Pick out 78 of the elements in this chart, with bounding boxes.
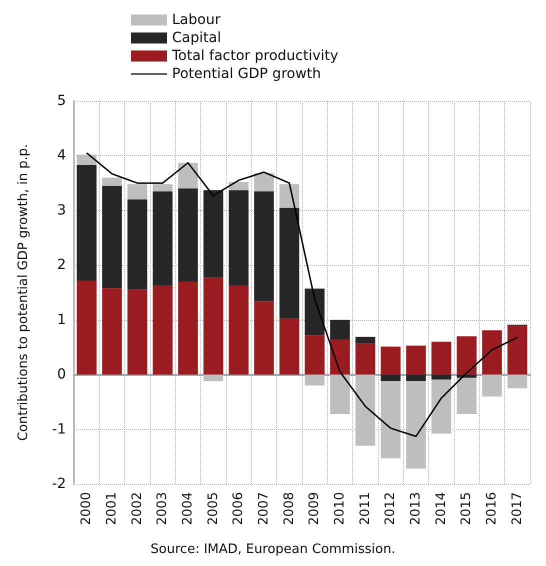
- x-tick-label: 2008: [282, 492, 297, 526]
- bar: [203, 190, 224, 278]
- line-series: [86, 152, 518, 438]
- bar: [279, 318, 300, 375]
- bar: [254, 301, 274, 375]
- x-tick-label: 2011: [358, 492, 373, 526]
- bar: [102, 186, 122, 288]
- x-tick-label: 2004: [180, 492, 196, 526]
- x-tick-label: 2016: [484, 492, 500, 526]
- bar: [330, 320, 350, 340]
- bar: [507, 374, 528, 388]
- x-tick-label: 2005: [206, 492, 221, 526]
- bar: [102, 178, 122, 186]
- bar: [304, 288, 325, 336]
- bar: [355, 343, 376, 375]
- bar: [330, 374, 350, 414]
- bar: [76, 280, 97, 375]
- bar: [406, 374, 426, 382]
- bar: [127, 290, 148, 375]
- bar: [482, 330, 502, 375]
- bar: [127, 184, 148, 200]
- bar: [228, 286, 249, 375]
- bar: [304, 374, 325, 386]
- bar: [304, 335, 325, 375]
- bar: [228, 190, 249, 286]
- x-tick-label: 2009: [307, 492, 322, 526]
- x-tick-label: 2003: [155, 492, 170, 526]
- y-tick-label: 5: [57, 93, 66, 109]
- bar: [178, 162, 198, 189]
- legend-label: Potential GDP growth: [172, 66, 322, 82]
- x-tick-label: 2010: [332, 492, 348, 526]
- legend-label: Labour: [172, 12, 221, 28]
- bar: [76, 165, 97, 280]
- y-tick-label: 2: [57, 257, 66, 274]
- bar: [152, 286, 173, 375]
- y-tick-label: 4: [57, 148, 66, 164]
- x-tick-label: 2012: [383, 492, 398, 526]
- bar: [482, 374, 502, 396]
- y-tick-label: -1: [52, 421, 66, 438]
- bar: [102, 288, 122, 375]
- bar: [330, 340, 350, 375]
- bar: [279, 184, 300, 208]
- bar: [406, 346, 426, 375]
- bar: [380, 374, 401, 382]
- bar: [178, 188, 198, 282]
- bar: [178, 282, 198, 375]
- x-tick-label: 2000: [79, 492, 94, 526]
- bar: [380, 346, 401, 375]
- legend-label: Total factor productivity: [171, 48, 338, 64]
- bar: [152, 191, 173, 286]
- bar: [431, 374, 452, 380]
- y-tick-label: 3: [57, 202, 66, 218]
- bar: [254, 191, 274, 302]
- x-tick-label: 2007: [256, 492, 272, 526]
- bar: [456, 378, 477, 414]
- x-tick-label: 2015: [459, 492, 474, 526]
- y-tick-label: 0: [57, 366, 66, 383]
- bar: [355, 336, 376, 344]
- x-tick-label: 2013: [408, 492, 424, 526]
- bar: [152, 184, 173, 192]
- bar: [203, 374, 224, 382]
- x-tick-label: 2002: [130, 492, 145, 526]
- bar: [127, 199, 148, 290]
- x-tick-label: 2014: [434, 492, 449, 526]
- x-tick-label: 2006: [231, 492, 246, 526]
- bar: [254, 173, 274, 192]
- legend-label: Capital: [172, 30, 222, 46]
- x-tick-label: 2017: [510, 492, 525, 526]
- bar: [431, 342, 452, 375]
- bar: [456, 336, 477, 375]
- y-tick-label: -2: [52, 476, 66, 492]
- bar: [279, 208, 300, 319]
- source-note: Source: IMAD, European Commission.: [150, 542, 396, 557]
- bar: [203, 278, 224, 375]
- y-axis-title: Contributions to potential GDP growth, in p.p.: [16, 144, 31, 442]
- bar: [507, 326, 528, 375]
- x-tick-label: 2001: [104, 492, 120, 526]
- y-tick-label: 1: [57, 312, 66, 328]
